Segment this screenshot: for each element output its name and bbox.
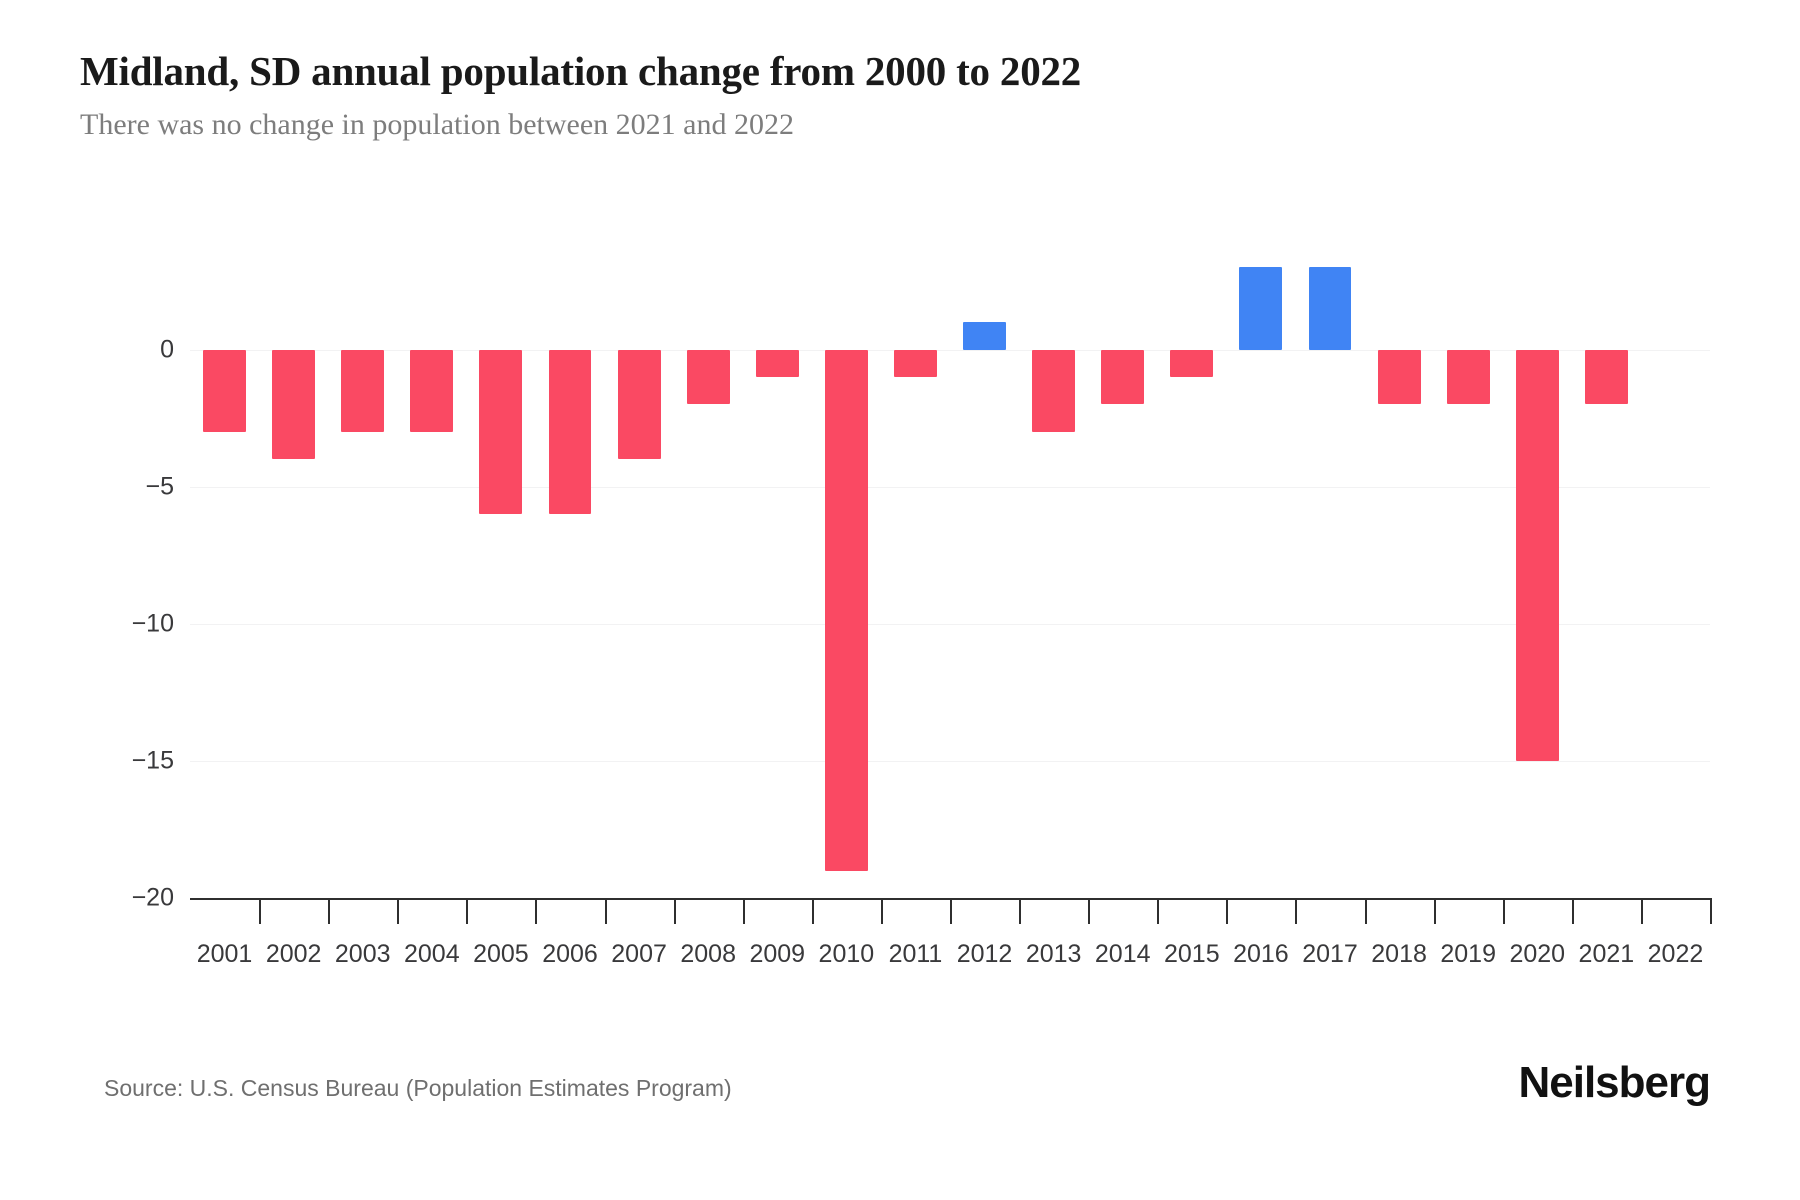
x-axis-tick-mark — [1502, 898, 1505, 924]
x-axis-tick-mark — [1088, 898, 1091, 924]
gridline — [190, 349, 1710, 351]
x-axis-tick-mark — [1226, 898, 1229, 924]
x-axis-tick-mark — [535, 898, 538, 924]
gridline — [190, 760, 1710, 762]
x-axis-tick-label: 2011 — [888, 940, 943, 968]
x-axis-tick-mark — [1364, 898, 1367, 924]
x-axis-tick-mark — [397, 898, 400, 924]
bar-2001[interactable] — [203, 349, 246, 432]
chart-subtitle: There was no change in population betwee… — [80, 108, 794, 142]
bar-2019[interactable] — [1446, 349, 1490, 405]
bar-2012[interactable] — [963, 322, 1006, 350]
x-axis-tick-label: 2005 — [473, 940, 529, 968]
x-axis-tick-label: 2006 — [542, 940, 598, 968]
bar-2004[interactable] — [410, 349, 454, 432]
bar-2008[interactable] — [686, 349, 730, 405]
x-axis-tick-mark — [1571, 898, 1574, 924]
x-axis-tick-mark — [673, 898, 676, 924]
y-axis-tick-label: −15 — [131, 746, 174, 775]
x-axis-tick-label: 2010 — [818, 940, 875, 968]
x-axis-tick-mark — [259, 898, 262, 924]
x-axis-tick-mark — [950, 898, 952, 924]
x-axis-tick-label: 2016 — [1233, 940, 1289, 968]
gridline — [190, 486, 1710, 488]
bars-group — [190, 240, 1710, 898]
bar-2021[interactable] — [1584, 349, 1628, 405]
bar-2014[interactable] — [1101, 349, 1145, 405]
x-axis-tick-mark — [1019, 898, 1022, 924]
page-title: Midland, SD annual population change fro… — [80, 48, 1082, 94]
x-axis-tick-mark — [1295, 898, 1298, 924]
bar-2011[interactable] — [894, 349, 937, 378]
bar-2016[interactable] — [1239, 267, 1283, 350]
x-axis-tick-label: 2021 — [1578, 940, 1635, 968]
x-axis-tick-label: 2001 — [196, 940, 253, 968]
x-axis-tick-mark — [466, 898, 469, 924]
plot-area: 0 −5 −10 −15 −20 2001 2002 2003 2004 2005 2006 200… — [132, 240, 1712, 968]
x-axis-tick-label: 2022 — [1647, 940, 1704, 968]
bar-2020[interactable] — [1515, 349, 1559, 761]
x-axis-tick-label: 2003 — [334, 940, 391, 968]
bar-2006[interactable] — [548, 349, 592, 515]
brand-logo: Neilsberg — [1518, 1058, 1711, 1107]
bar-2009[interactable] — [755, 349, 799, 378]
y-axis-tick-label: −10 — [131, 609, 174, 638]
x-axis-tick-mark — [880, 898, 883, 924]
x-axis-tick-mark — [1157, 898, 1160, 924]
x-axis-tick-mark — [742, 898, 745, 924]
y-axis-tick-label: 0 — [160, 335, 174, 364]
source-note: Source: U.S. Census Bureau (Population E… — [104, 1075, 732, 1101]
x-axis-tick-label: 2007 — [611, 940, 667, 968]
bar-2013[interactable] — [1032, 349, 1076, 432]
x-axis-tick-label: 2004 — [404, 940, 460, 968]
x-axis-tick-mark — [1433, 898, 1436, 924]
x-axis-tick-label: 2020 — [1509, 940, 1566, 968]
x-axis-tick-label: 2018 — [1371, 940, 1427, 968]
x-axis-tick-label: 2017 — [1302, 940, 1358, 968]
x-axis-tick-mark — [1640, 898, 1643, 924]
chart-header: Midland, SD annual population change fro… — [80, 48, 1680, 143]
x-axis-tick-label: 2013 — [1025, 940, 1082, 968]
x-axis-tick-mark — [604, 898, 607, 924]
x-axis-tick-label: 2014 — [1094, 940, 1151, 968]
bar-2010[interactable] — [824, 349, 868, 871]
y-axis-tick-label: −5 — [145, 472, 174, 501]
x-axis-tick-label: 2009 — [749, 940, 806, 968]
bar-2017[interactable] — [1308, 267, 1352, 350]
x-axis-tick-mark — [811, 898, 814, 924]
x-axis-tick-label: 2012 — [956, 940, 1013, 968]
bar-2018[interactable] — [1377, 349, 1421, 405]
bar-2002[interactable] — [272, 349, 316, 460]
x-axis-tick-label: 2002 — [265, 940, 322, 968]
y-axis-tick-label: −20 — [131, 883, 174, 912]
bar-2015[interactable] — [1170, 349, 1214, 378]
x-axis-tick-mark — [328, 898, 331, 924]
x-axis-tick-label: 2008 — [680, 940, 736, 968]
gridline — [190, 623, 1710, 625]
x-axis-tick-mark — [1710, 898, 1712, 924]
x-axis-tick-label: 2019 — [1440, 940, 1496, 968]
bar-2007[interactable] — [617, 349, 661, 460]
x-axis-tick-label: 2015 — [1164, 940, 1220, 968]
bar-2003[interactable] — [341, 349, 385, 432]
bar-2005[interactable] — [479, 349, 523, 515]
